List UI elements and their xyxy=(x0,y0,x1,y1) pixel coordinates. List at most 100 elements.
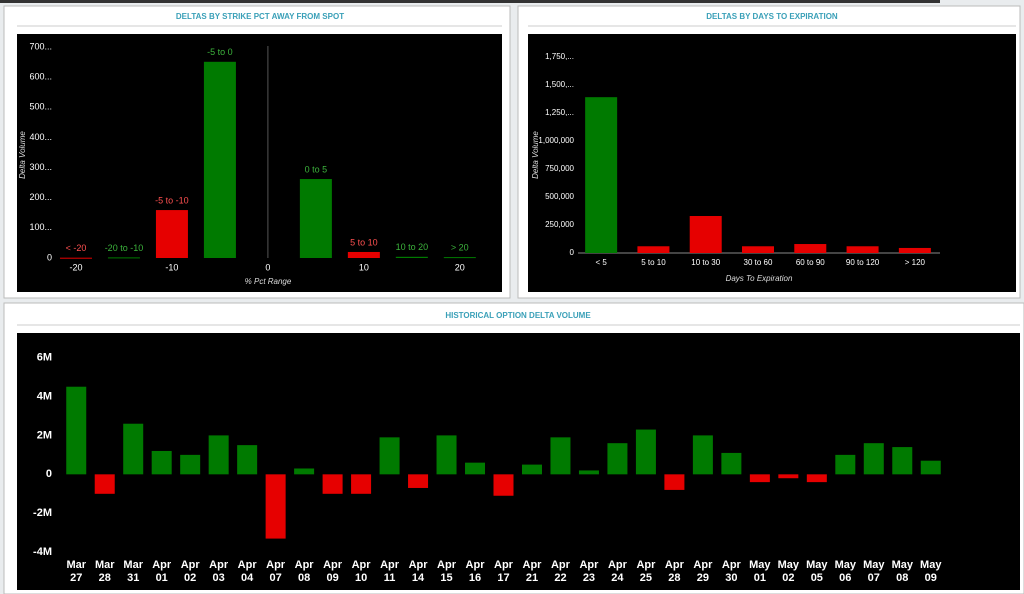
bar xyxy=(892,447,913,475)
x-tick-label: Apr 17 xyxy=(494,559,514,584)
bar xyxy=(863,443,884,475)
y-tick-label: 1,000,000 xyxy=(538,136,574,145)
bar xyxy=(637,246,670,253)
bar xyxy=(778,474,799,479)
x-axis-title: % Pct Range xyxy=(245,277,292,286)
x-tick-label: Apr 14 xyxy=(409,559,429,584)
y-tick-label: -4M xyxy=(33,546,52,558)
x-tick-label: Mar 28 xyxy=(95,559,115,584)
bar xyxy=(664,474,685,490)
y-tick-label: 700... xyxy=(29,41,52,51)
x-tick-label: Apr 23 xyxy=(579,559,599,584)
bar xyxy=(151,450,172,475)
x-tick-label: May 02 xyxy=(778,559,800,584)
x-tick-label: Apr 16 xyxy=(466,559,486,584)
y-tick-label: 200... xyxy=(29,192,52,202)
bar xyxy=(835,454,856,475)
bar xyxy=(578,470,599,475)
bar xyxy=(550,437,571,475)
bar-label: < -20 xyxy=(66,243,87,253)
chart-title: HISTORICAL OPTION DELTA VOLUME xyxy=(445,311,591,320)
y-tick-label: 300... xyxy=(29,162,52,172)
x-tick-label: Mar 27 xyxy=(66,559,86,584)
bar xyxy=(898,247,931,253)
x-tick-label: Apr 25 xyxy=(636,559,656,584)
y-tick-label: 4M xyxy=(37,390,52,402)
bar xyxy=(265,474,286,539)
x-tick-label: May 06 xyxy=(835,559,857,584)
bar xyxy=(299,179,332,258)
y-tick-label: 2M xyxy=(37,429,52,441)
bar xyxy=(351,474,372,494)
bar-label: 5 to 10 xyxy=(350,237,378,247)
x-tick-label: < 5 xyxy=(595,258,607,267)
x-tick-label: May 01 xyxy=(749,559,771,584)
y-tick-label: 400... xyxy=(29,132,52,142)
y-tick-label: 0 xyxy=(47,252,52,262)
x-tick-label: May 09 xyxy=(920,559,942,584)
x-tick-label: Apr 15 xyxy=(437,559,457,584)
bar xyxy=(749,474,770,483)
x-tick-label: Apr 09 xyxy=(323,559,343,584)
bar-label: > 20 xyxy=(451,242,469,252)
x-tick-label: May 05 xyxy=(806,559,828,584)
x-tick-label: Apr 29 xyxy=(693,559,713,584)
bar xyxy=(408,474,429,488)
x-tick-label: 10 xyxy=(359,262,369,272)
bar xyxy=(585,97,618,254)
x-tick-label: Apr 24 xyxy=(608,559,628,584)
x-tick-label: Apr 01 xyxy=(152,559,172,584)
x-tick-label: 5 to 10 xyxy=(641,258,666,267)
bar xyxy=(94,474,115,494)
y-tick-label: 750,000 xyxy=(545,164,574,173)
x-axis-title: Days To Expiration xyxy=(726,274,793,283)
bar xyxy=(107,257,140,259)
y-tick-label: -2M xyxy=(33,507,52,519)
x-tick-label: Apr 10 xyxy=(352,559,372,584)
x-tick-label: -10 xyxy=(165,262,178,272)
x-tick-label: Apr 03 xyxy=(209,559,229,584)
plot-area xyxy=(17,34,502,292)
bar xyxy=(794,244,827,253)
y-axis-title: Delta Volume xyxy=(531,131,540,179)
x-tick-label: Apr 22 xyxy=(551,559,571,584)
x-tick-label: May 07 xyxy=(863,559,885,584)
bar-label: -5 to 0 xyxy=(207,47,233,57)
bar xyxy=(692,435,713,475)
bar xyxy=(607,443,628,475)
bar xyxy=(379,437,400,475)
x-tick-label: -20 xyxy=(69,262,82,272)
bar xyxy=(465,462,486,475)
x-tick-label: Apr 04 xyxy=(238,559,258,584)
window-edge xyxy=(0,0,940,3)
y-tick-label: 0 xyxy=(570,248,575,257)
bar xyxy=(208,435,229,475)
bar xyxy=(806,474,827,483)
x-tick-label: 0 xyxy=(265,262,270,272)
bar-label: -5 to -10 xyxy=(155,195,189,205)
x-tick-label: 60 to 90 xyxy=(796,258,825,267)
bar xyxy=(846,246,879,253)
x-tick-label: Apr 11 xyxy=(380,559,400,584)
x-tick-label: Mar 31 xyxy=(123,559,143,584)
y-tick-label: 500,000 xyxy=(545,192,574,201)
bar xyxy=(920,460,941,475)
y-tick-label: 600... xyxy=(29,72,52,82)
x-tick-label: > 120 xyxy=(905,258,926,267)
y-tick-label: 0 xyxy=(46,468,52,480)
x-tick-label: 20 xyxy=(455,262,465,272)
x-tick-label: Apr 28 xyxy=(665,559,685,584)
chart-title: DELTAS BY STRIKE PCT AWAY FROM SPOT xyxy=(176,12,344,21)
y-tick-label: 1,250,... xyxy=(545,108,574,117)
bar xyxy=(635,429,656,475)
bar xyxy=(443,257,476,259)
bar xyxy=(347,251,380,258)
x-tick-label: 30 to 60 xyxy=(744,258,773,267)
bar xyxy=(689,216,722,253)
bar xyxy=(521,464,542,475)
bar xyxy=(59,257,92,259)
y-tick-label: 250,000 xyxy=(545,220,574,229)
y-axis-title: Delta Volume xyxy=(18,131,27,179)
